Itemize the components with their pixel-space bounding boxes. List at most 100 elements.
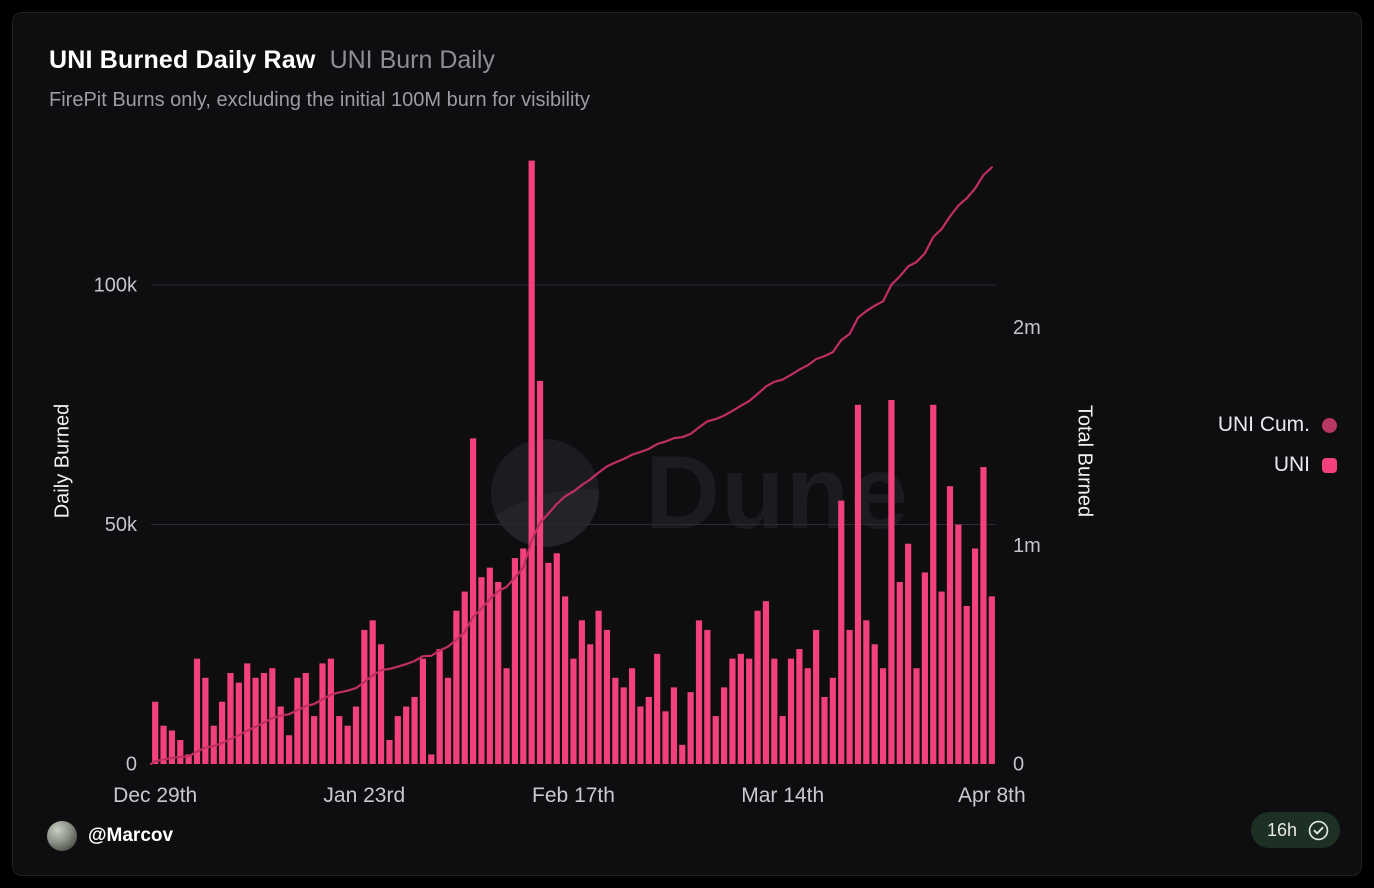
legend: UNI Cum. UNI bbox=[1218, 412, 1337, 478]
bar bbox=[821, 696, 828, 764]
chart-subtitle: FirePit Burns only, excluding the initia… bbox=[49, 89, 590, 111]
legend-marker-bar-icon bbox=[1322, 457, 1337, 473]
bar bbox=[921, 572, 928, 764]
bar bbox=[185, 754, 192, 764]
bar bbox=[436, 649, 443, 764]
bar bbox=[219, 701, 226, 764]
bar bbox=[813, 629, 820, 764]
y-axis-right-tick-label: 2m bbox=[1013, 317, 1041, 339]
bar bbox=[528, 160, 535, 764]
bar bbox=[762, 601, 770, 764]
bar bbox=[394, 716, 401, 764]
y-axis-left-tick-label: 0 bbox=[126, 753, 137, 775]
bar bbox=[938, 591, 945, 764]
bar bbox=[620, 687, 627, 765]
legend-label-uni: UNI bbox=[1273, 453, 1310, 476]
bar bbox=[495, 582, 502, 764]
x-axis-tick-label: Jan 23rd bbox=[323, 784, 405, 807]
refresh-time: 16h bbox=[1266, 819, 1297, 840]
bar bbox=[787, 658, 795, 764]
bar bbox=[771, 658, 778, 764]
bar bbox=[679, 744, 686, 764]
refresh-badge[interactable]: 16h bbox=[1250, 812, 1340, 848]
bar bbox=[971, 548, 979, 764]
bar bbox=[695, 620, 703, 764]
bar bbox=[637, 706, 644, 764]
bar bbox=[687, 692, 694, 764]
bar bbox=[227, 673, 234, 764]
bar bbox=[838, 500, 845, 764]
bar bbox=[361, 629, 368, 764]
bar bbox=[369, 620, 376, 764]
bar bbox=[444, 677, 452, 764]
bar bbox=[846, 629, 853, 764]
bar bbox=[403, 706, 410, 764]
bar bbox=[386, 740, 393, 764]
bar bbox=[553, 553, 560, 764]
bar bbox=[988, 596, 995, 764]
bar bbox=[545, 562, 552, 764]
bar bbox=[344, 725, 351, 764]
legend-marker-line-icon bbox=[1322, 417, 1337, 433]
bar bbox=[269, 668, 276, 764]
bar bbox=[888, 400, 895, 764]
x-axis-tick-label: Apr 8th bbox=[958, 784, 1026, 807]
bar bbox=[177, 740, 184, 764]
bar bbox=[871, 644, 878, 764]
bar bbox=[578, 620, 585, 764]
bar bbox=[352, 706, 360, 764]
bar bbox=[645, 696, 652, 764]
x-axis-tick-label: Dec 29th bbox=[113, 784, 197, 807]
author[interactable]: @Marcov bbox=[47, 821, 173, 851]
bar bbox=[294, 677, 301, 764]
query-title: UNI Burn Daily bbox=[329, 46, 495, 74]
bar bbox=[311, 716, 318, 764]
y-axis-right-tick-label: 1m bbox=[1013, 535, 1041, 557]
legend-item-uni[interactable]: UNI bbox=[1274, 452, 1337, 478]
chart-header: UNI Burned Daily Raw UNI Burn Daily FireP… bbox=[49, 45, 590, 112]
username: @Marcov bbox=[88, 825, 174, 846]
y-axis-left-tick-label: 50k bbox=[105, 514, 138, 536]
bar bbox=[754, 610, 761, 764]
y-axis-right-tick-label: 0 bbox=[1013, 753, 1024, 775]
bar bbox=[704, 629, 711, 764]
bar bbox=[461, 591, 468, 764]
bar bbox=[721, 687, 728, 765]
bar bbox=[628, 668, 636, 764]
bar bbox=[511, 558, 519, 764]
bar bbox=[562, 596, 569, 764]
bar bbox=[854, 404, 862, 764]
bar bbox=[336, 716, 343, 764]
chart-card: Dune 0 50k 100k 0 1m 2m Dec 29th Jan 23rd Feb 17… bbox=[12, 12, 1362, 876]
bar bbox=[453, 610, 460, 764]
y-axis-left-tick-label: 100k bbox=[94, 274, 138, 296]
bar bbox=[503, 668, 510, 764]
bar bbox=[913, 668, 920, 764]
bar bbox=[377, 644, 385, 764]
bar bbox=[930, 404, 937, 764]
bar bbox=[202, 677, 209, 764]
bar bbox=[277, 706, 284, 764]
bar bbox=[411, 696, 418, 764]
bar bbox=[478, 577, 485, 764]
bar bbox=[670, 687, 677, 765]
dune-watermark-text: Dune bbox=[645, 435, 909, 551]
bar bbox=[963, 605, 970, 764]
bar bbox=[285, 735, 293, 764]
bar bbox=[863, 620, 870, 764]
bar bbox=[829, 677, 836, 764]
bar bbox=[260, 673, 268, 764]
bar bbox=[302, 673, 309, 764]
bar bbox=[244, 663, 251, 764]
bar bbox=[486, 567, 493, 764]
bar bbox=[905, 543, 912, 764]
bar bbox=[327, 658, 334, 764]
bar bbox=[980, 467, 987, 764]
bar bbox=[252, 677, 259, 764]
bar bbox=[654, 653, 661, 764]
x-axis-tick-label: Mar 14th bbox=[741, 784, 824, 807]
legend-item-uni-cum[interactable]: UNI Cum. bbox=[1218, 412, 1337, 438]
title-row: UNI Burned Daily Raw UNI Burn Daily bbox=[49, 45, 590, 75]
bar bbox=[612, 677, 619, 764]
chart-plot-area: 0 50k 100k 0 1m 2m Dec 29th Jan 23rd Feb 17th Mar… bbox=[13, 13, 1361, 875]
